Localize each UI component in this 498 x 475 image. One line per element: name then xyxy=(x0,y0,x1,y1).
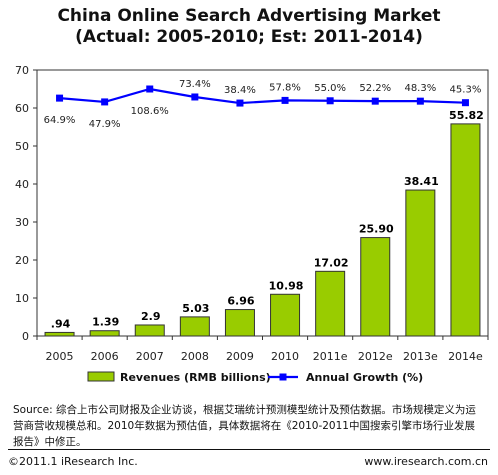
growth-point xyxy=(236,99,244,107)
y-tick-label: 50 xyxy=(15,140,29,153)
copyright-text: ©2011.1 iResearch Inc. xyxy=(8,455,138,468)
y-tick-label: 20 xyxy=(15,254,29,267)
revenue-bar xyxy=(89,330,120,337)
bar-value-label: 25.90 xyxy=(359,223,394,236)
revenue-bar xyxy=(360,237,391,337)
bar-value-label: 17.02 xyxy=(314,256,349,269)
growth-label: 108.6% xyxy=(131,106,169,117)
bar-value-label: .94 xyxy=(51,317,71,330)
y-tick-label: 0 xyxy=(22,330,29,343)
bar-value-label: 38.41 xyxy=(404,175,439,188)
growth-point xyxy=(461,99,469,107)
search-ad-market-chart: 0 10 20 30 40 50 60 70 2005 2006 2007 2008 2009 2010 2… xyxy=(15,64,489,384)
bar-value-label: 2.9 xyxy=(141,310,161,323)
growth-label: 64.9% xyxy=(44,115,76,126)
growth-point xyxy=(281,96,289,104)
bar-value-label: 55.82 xyxy=(449,109,484,122)
footer-divider xyxy=(8,449,490,450)
legend-line-label: Annual Growth (%) xyxy=(306,371,423,384)
growth-point xyxy=(56,94,64,102)
growth-label: 52.2% xyxy=(359,83,391,94)
growth-point xyxy=(416,97,424,105)
growth-point xyxy=(191,93,199,101)
growth-point xyxy=(101,98,109,106)
revenue-bar xyxy=(450,123,481,337)
growth-point xyxy=(371,97,379,105)
growth-line xyxy=(59,87,466,105)
x-tick-label: 2006 xyxy=(91,350,119,363)
source-note: Source: 综合上市公司财报及企业访谈，根据艾瑞统计预测模型统计及预估数据。… xyxy=(13,404,476,448)
growth-label: 47.9% xyxy=(89,119,121,130)
growth-point xyxy=(146,85,154,93)
growth-label: 45.3% xyxy=(450,85,482,96)
x-tick-label: 2010 xyxy=(271,350,299,363)
legend-bar-swatch xyxy=(87,371,115,382)
x-tick-label: 2008 xyxy=(181,350,209,363)
revenue-bar xyxy=(179,316,210,337)
growth-label: 57.8% xyxy=(269,82,301,93)
website-text: www.iresearch.com.cn xyxy=(364,455,488,468)
growth-label: 73.4% xyxy=(179,79,211,90)
growth-label: 55.0% xyxy=(314,83,346,94)
revenue-bar xyxy=(134,324,165,337)
x-tick-label: 2005 xyxy=(46,350,74,363)
revenue-bar xyxy=(270,293,301,337)
y-tick-label: 70 xyxy=(15,64,29,77)
bar-value-label: 1.39 xyxy=(92,316,119,329)
chart-subtitle: (Actual: 2005-2010; Est: 2011-2014) xyxy=(75,27,423,47)
y-tick-label: 40 xyxy=(15,178,29,191)
growth-label: 38.4% xyxy=(224,85,256,96)
chart-title: China Online Search Advertising Market xyxy=(57,6,441,26)
y-tick-label: 10 xyxy=(15,292,29,305)
growth-label: 48.3% xyxy=(404,83,436,94)
revenue-bar xyxy=(405,189,436,337)
x-tick-label: 2012e xyxy=(358,350,393,363)
y-tick-label: 30 xyxy=(15,216,29,229)
x-tick-label: 2009 xyxy=(226,350,254,363)
x-tick-label: 2007 xyxy=(136,350,164,363)
bar-value-label: 5.03 xyxy=(182,302,209,315)
x-tick-label: 2011e xyxy=(313,350,348,363)
growth-point xyxy=(326,97,334,105)
bar-value-label: 6.96 xyxy=(227,295,254,308)
revenue-bar xyxy=(315,270,346,337)
bar-value-label: 10.98 xyxy=(269,279,304,292)
legend-bar-label: Revenues (RMB billions) xyxy=(120,371,271,384)
y-tick-label: 60 xyxy=(15,102,29,115)
revenue-bar xyxy=(44,331,75,337)
x-tick-label: 2013e xyxy=(403,350,438,363)
x-tick-label: 2014e xyxy=(448,350,483,363)
revenue-bar xyxy=(224,309,255,337)
chart-title-block: China Online Search Advertising Market (… xyxy=(0,6,498,48)
legend-line-marker xyxy=(279,373,287,381)
